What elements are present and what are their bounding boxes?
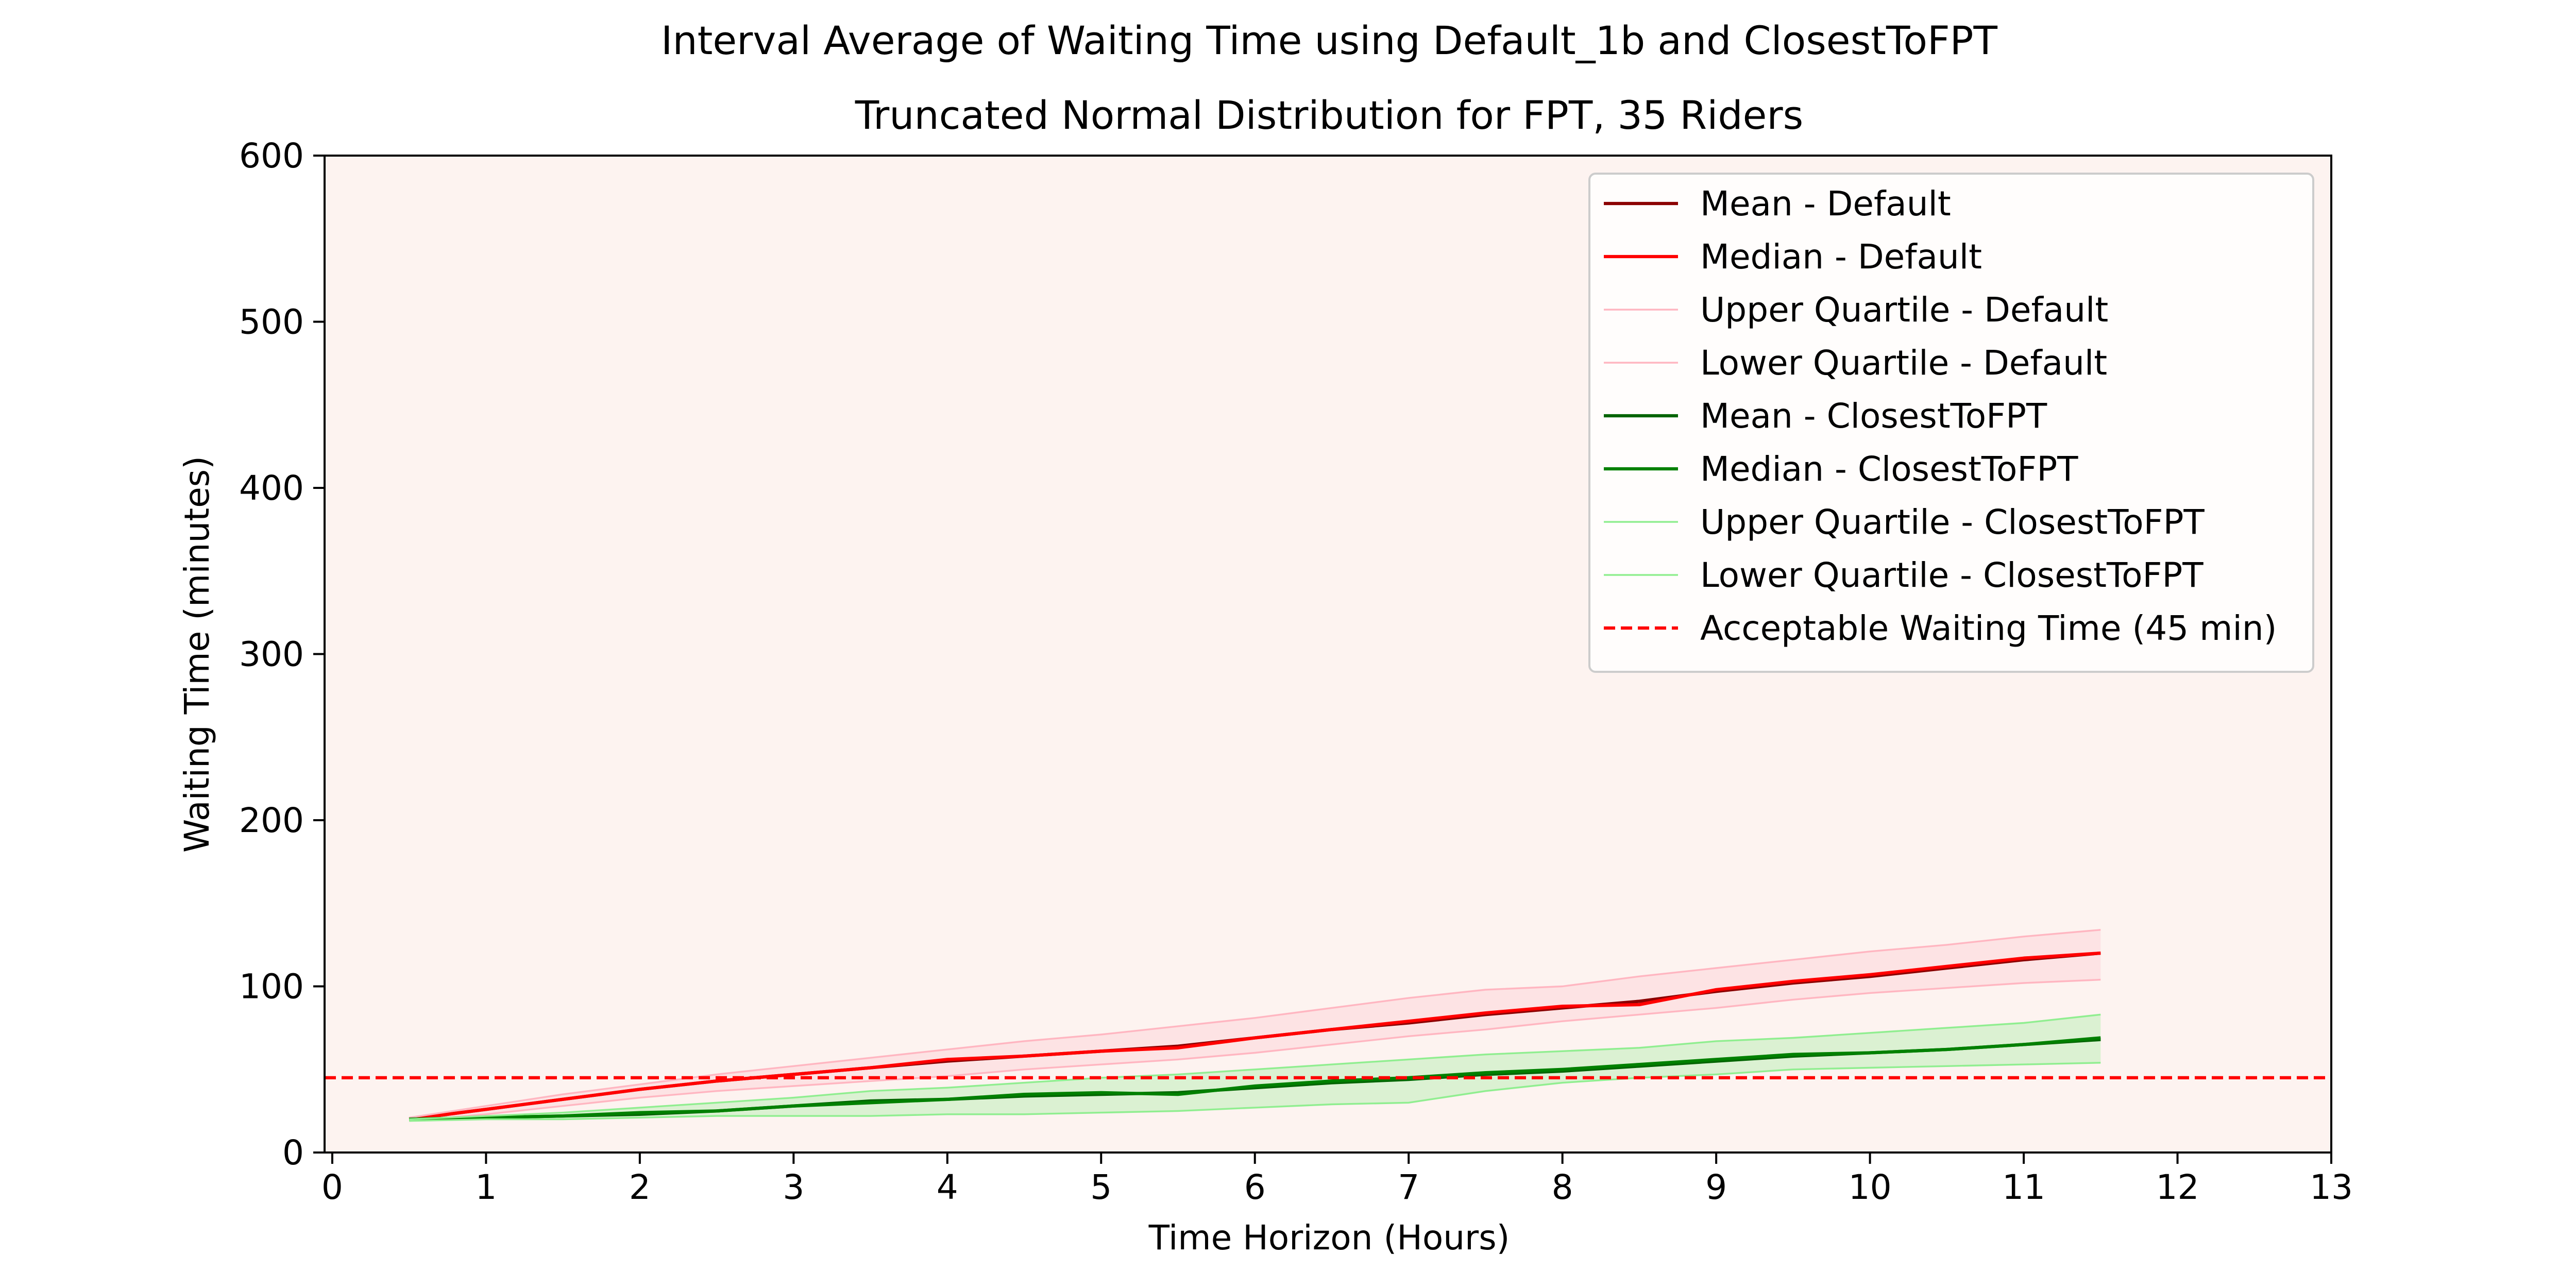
x-tick-label: 10 xyxy=(1849,1167,1892,1207)
y-tick-label: 200 xyxy=(239,801,304,840)
x-tick-label: 13 xyxy=(2310,1167,2353,1207)
legend-label: Acceptable Waiting Time (45 min) xyxy=(1700,608,2277,648)
y-axis-label: Waiting Time (minutes) xyxy=(177,456,217,853)
y-tick-label: 400 xyxy=(239,468,304,508)
legend-item: Upper Quartile - ClosestToFPT xyxy=(1604,502,2205,542)
x-tick-label: 0 xyxy=(321,1167,343,1207)
legend-item: Acceptable Waiting Time (45 min) xyxy=(1604,608,2277,648)
chart-subtitle: Truncated Normal Distribution for FPT, 3… xyxy=(855,92,1803,138)
band-default xyxy=(409,929,2101,1121)
legend-label: Lower Quartile - ClosestToFPT xyxy=(1700,555,2204,595)
legend-item: Mean - ClosestToFPT xyxy=(1604,396,2047,436)
chart-title: Interval Average of Waiting Time using D… xyxy=(661,18,1997,63)
x-tick-label: 9 xyxy=(1705,1167,1727,1207)
x-tick-label: 2 xyxy=(629,1167,651,1207)
x-tick-label: 5 xyxy=(1090,1167,1112,1207)
series-upper-quartile-closesttofpt xyxy=(409,1013,2101,1121)
legend-label: Mean - Default xyxy=(1700,184,1951,224)
legend-label: Upper Quartile - Default xyxy=(1700,290,2108,330)
y-tick-label: 100 xyxy=(239,967,304,1007)
y-tick-label: 0 xyxy=(282,1133,304,1173)
x-tick-label: 4 xyxy=(937,1167,958,1207)
x-tick-label: 12 xyxy=(2156,1167,2199,1207)
x-tick-label: 1 xyxy=(475,1167,497,1207)
legend-item: Lower Quartile - Default xyxy=(1604,343,2107,383)
x-tick-label: 7 xyxy=(1398,1167,1419,1207)
legend-label: Lower Quartile - Default xyxy=(1700,343,2107,383)
series-lower-quartile-default xyxy=(409,978,2101,1122)
x-tick-label: 6 xyxy=(1244,1167,1266,1207)
legend-label: Mean - ClosestToFPT xyxy=(1700,396,2047,436)
legend-box xyxy=(1588,173,2314,673)
x-tick-label: 11 xyxy=(2002,1167,2045,1207)
series-median-default xyxy=(409,951,2101,1121)
legend-item: Median - ClosestToFPT xyxy=(1604,449,2078,489)
series-lower-quartile-closesttofpt xyxy=(409,1062,2101,1122)
x-axis-label: Time Horizon (Hours) xyxy=(1148,1218,1510,1258)
band-closesttofpt xyxy=(409,1014,2101,1121)
legend-label: Median - ClosestToFPT xyxy=(1700,449,2078,489)
legend: Mean - Default Median - Default Upper Quar… xyxy=(1588,173,2314,673)
x-tick-label: 3 xyxy=(783,1167,804,1207)
legend-label: Median - Default xyxy=(1700,237,1982,277)
legend-item: Lower Quartile - ClosestToFPT xyxy=(1604,555,2204,595)
legend-item: Mean - Default xyxy=(1604,184,1951,224)
y-tick-label: 600 xyxy=(239,136,304,176)
legend-item: Upper Quartile - Default xyxy=(1604,290,2108,330)
legend-item: Median - Default xyxy=(1604,237,1982,277)
y-tick-label: 300 xyxy=(239,635,304,674)
y-tick-label: 500 xyxy=(239,302,304,342)
legend-label: Upper Quartile - ClosestToFPT xyxy=(1700,502,2205,542)
x-tick-label: 8 xyxy=(1552,1167,1573,1207)
series-median-closesttofpt xyxy=(409,1036,2101,1121)
